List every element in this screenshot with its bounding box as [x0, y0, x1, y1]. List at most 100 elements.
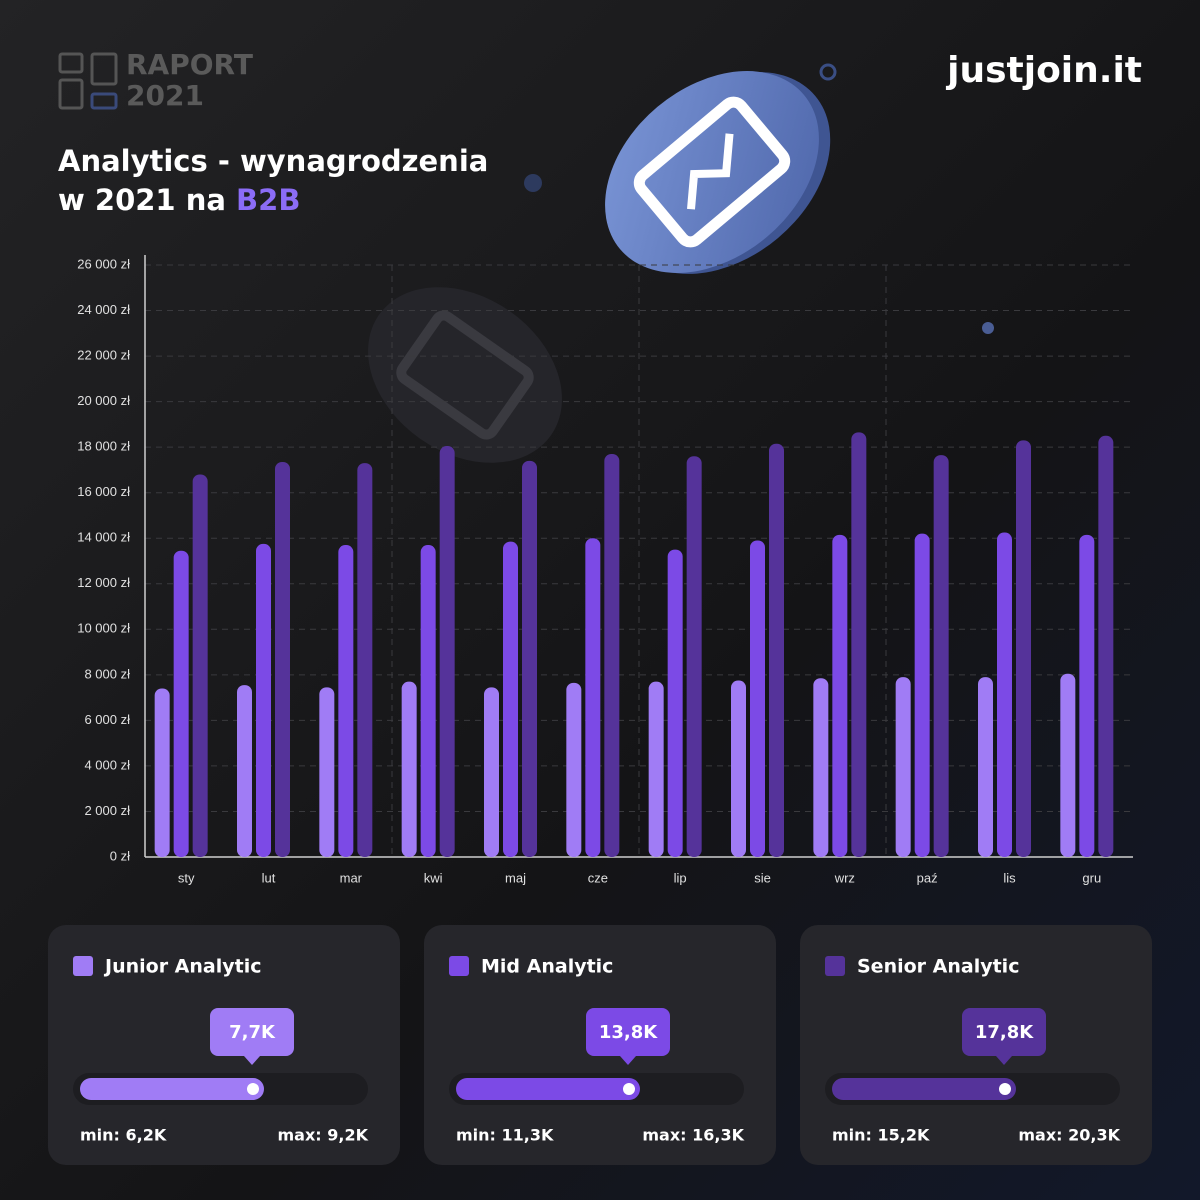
- bar: [832, 534, 848, 857]
- y-tick-label: 24 000 zł: [77, 302, 130, 317]
- decor-dot: [819, 63, 837, 81]
- value-bubble-pointer: [996, 1056, 1012, 1065]
- legend-label: Mid Analytic: [481, 956, 613, 978]
- x-tick-label: wrz: [834, 870, 855, 885]
- bar: [667, 549, 683, 857]
- bar: [173, 550, 189, 857]
- decor-dot: [524, 174, 542, 192]
- x-tick-label: gru: [1082, 870, 1101, 885]
- slider-fill: [832, 1078, 1016, 1100]
- legend-swatch: [825, 956, 845, 976]
- cards: Junior Analytic 7,7K min: 6,2K max: 9,2K Mid…: [48, 925, 1152, 1165]
- y-tick-label: 2 000 zł: [84, 803, 130, 818]
- report-year: 2021: [126, 79, 204, 112]
- bar: [851, 432, 867, 857]
- slider-fill: [80, 1078, 264, 1100]
- legend-label: Senior Analytic: [857, 956, 1019, 978]
- x-tick-label: maj: [505, 870, 526, 885]
- bar: [1079, 534, 1095, 857]
- chart-title: w 2021 na B2B: [58, 183, 300, 217]
- max-label: max: 20,3K: [1018, 1126, 1120, 1145]
- y-tick-label: 10 000 zł: [77, 621, 130, 636]
- y-tick-label: 26 000 zł: [77, 256, 130, 271]
- bar: [566, 682, 582, 857]
- slider-knob: [247, 1083, 259, 1095]
- max-label: max: 9,2K: [278, 1126, 369, 1145]
- y-tick-label: 6 000 zł: [84, 712, 130, 727]
- value-bubble: [962, 1008, 1046, 1056]
- value-label: 17,8K: [975, 1022, 1034, 1043]
- y-tick-label: 22 000 zł: [77, 348, 130, 363]
- brand: justjoin.it: [945, 50, 1142, 91]
- bar: [484, 687, 499, 857]
- bar: [978, 677, 993, 857]
- y-tick-label: 4 000 zł: [84, 757, 130, 772]
- x-tick-label: kwi: [424, 870, 443, 885]
- y-tick-label: 16 000 zł: [77, 484, 130, 499]
- slider-knob: [999, 1083, 1011, 1095]
- bar: [1060, 673, 1076, 857]
- decor-dot: [982, 322, 994, 334]
- bar: [319, 687, 335, 857]
- bar: [256, 543, 271, 857]
- y-tick-label: 14 000 zł: [77, 530, 130, 545]
- value-bubble: [210, 1008, 294, 1056]
- x-tick-label: lis: [1003, 870, 1016, 885]
- value-bubble: [586, 1008, 670, 1056]
- bar: [585, 538, 601, 857]
- legend-swatch: [449, 956, 469, 976]
- x-tick-label: sty: [178, 870, 195, 885]
- bar: [769, 443, 784, 857]
- value-label: 7,7K: [229, 1022, 276, 1043]
- min-label: min: 11,3K: [456, 1126, 554, 1145]
- bar: [338, 545, 354, 857]
- y-tick-label: 0 zł: [110, 848, 130, 863]
- bar: [503, 541, 518, 857]
- chart-title: Analytics - wynagrodzenia: [58, 144, 488, 178]
- bar: [604, 453, 620, 857]
- y-tick-label: 8 000 zł: [84, 666, 130, 681]
- bar: [997, 532, 1012, 857]
- bar: [357, 463, 373, 857]
- y-tick-label: 12 000 zł: [77, 575, 130, 590]
- bar: [1016, 440, 1031, 857]
- x-tick-label: lut: [262, 870, 276, 885]
- decor-coin: [605, 71, 831, 274]
- bar: [813, 678, 829, 857]
- value-bubble-pointer: [620, 1056, 636, 1065]
- legend-label: Junior Analytic: [103, 956, 261, 978]
- legend-swatch: [73, 956, 93, 976]
- bar: [439, 446, 455, 857]
- max-label: max: 16,3K: [642, 1126, 744, 1145]
- x-tick-label: lip: [674, 870, 687, 885]
- plot: 0 zł 2 000 zł 4 000 zł 6 000 zł 8 000 zł 10 0…: [77, 255, 1133, 885]
- bar: [750, 540, 765, 857]
- bar: [648, 681, 664, 857]
- value-label: 13,8K: [599, 1022, 658, 1043]
- x-tick-label: mar: [340, 870, 363, 885]
- bar: [275, 461, 290, 857]
- x-tick-label: sie: [754, 870, 771, 885]
- bar: [933, 455, 949, 857]
- bar: [1098, 435, 1114, 857]
- bar: [522, 460, 537, 857]
- y-tick-label: 20 000 zł: [77, 393, 130, 408]
- report-label: RAPORT: [126, 48, 253, 81]
- value-bubble-pointer: [244, 1056, 260, 1065]
- x-tick-label: cze: [588, 870, 608, 885]
- bar: [237, 685, 252, 857]
- chart-title-part: w 2021 na: [58, 183, 226, 217]
- y-tick-label: 18 000 zł: [77, 439, 130, 454]
- bar: [401, 681, 417, 857]
- bar: [420, 545, 436, 857]
- chart-title-highlight: B2B: [236, 183, 300, 217]
- bar: [686, 456, 702, 857]
- slider-knob: [623, 1083, 635, 1095]
- bar: [192, 474, 208, 857]
- report-logo: [58, 52, 118, 110]
- decor-coin-dark: [368, 287, 562, 463]
- bar: [895, 677, 911, 857]
- bar: [154, 688, 170, 857]
